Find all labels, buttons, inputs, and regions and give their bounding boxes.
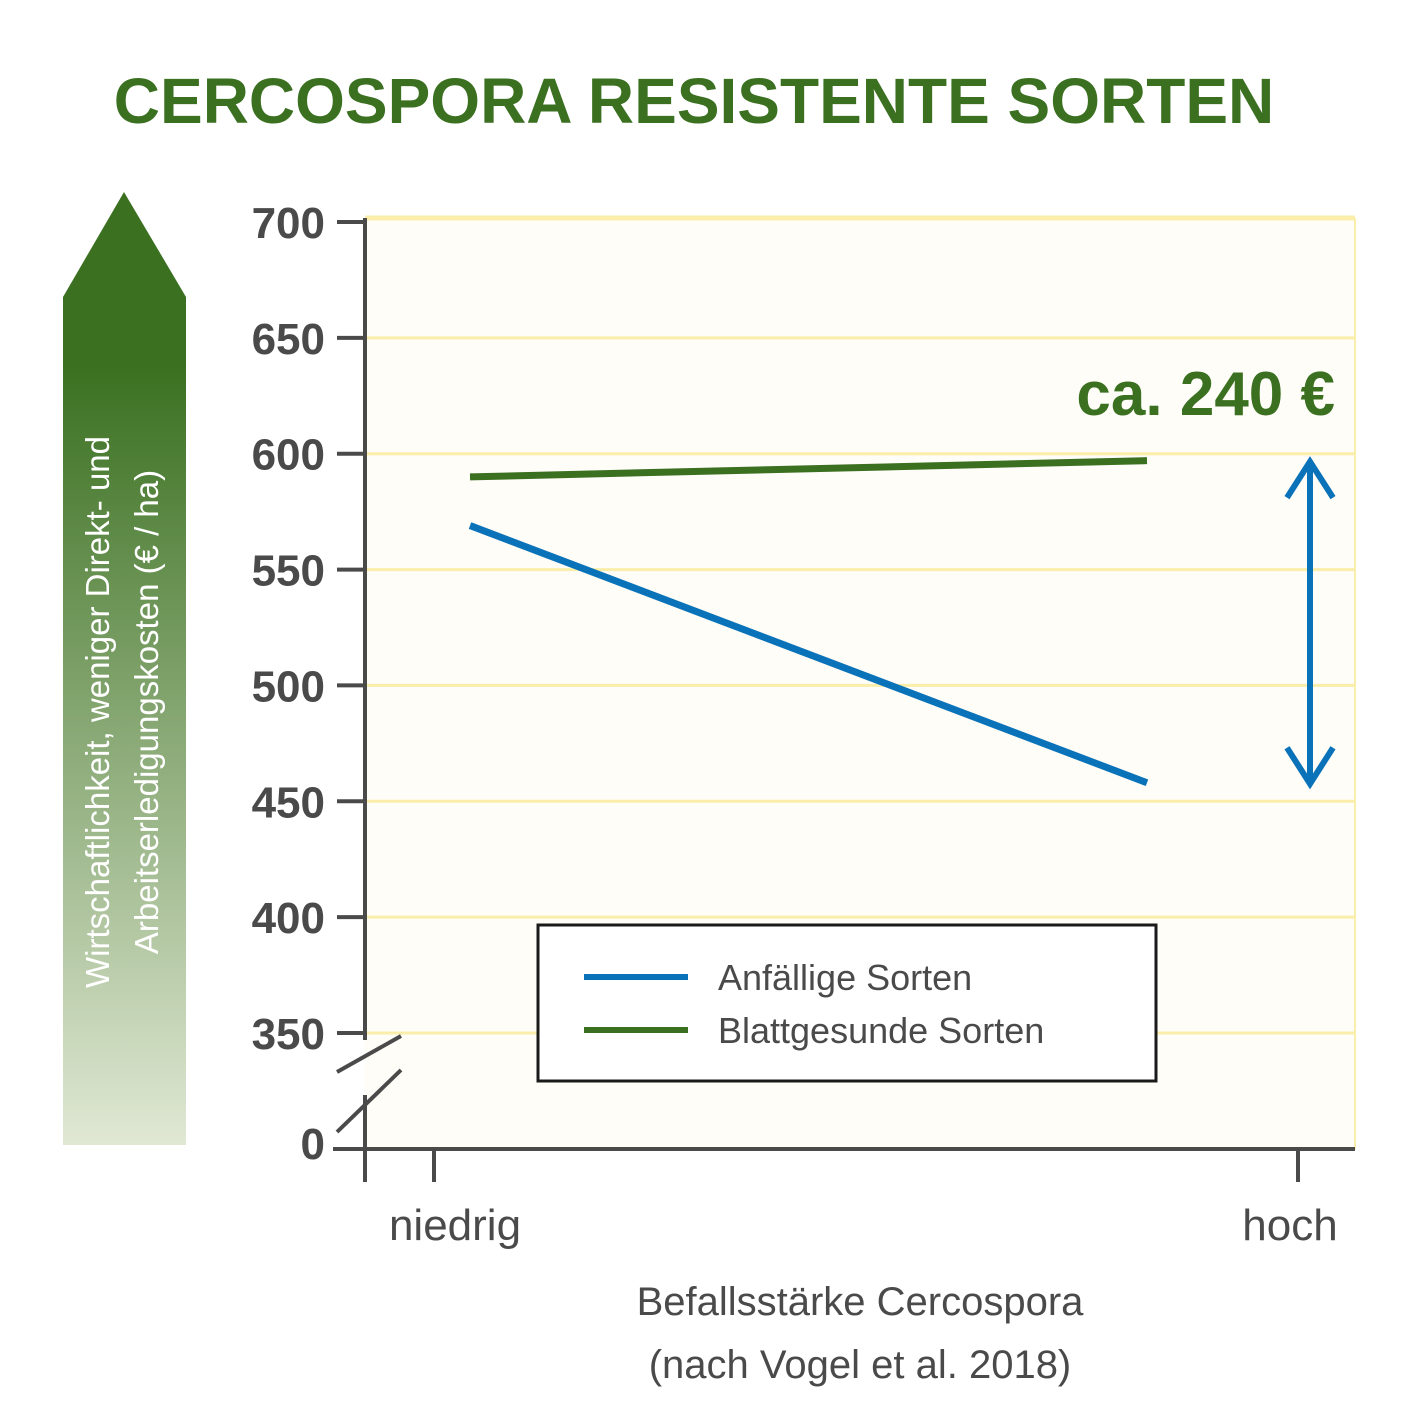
y-tick-label-400: 400 <box>252 894 325 943</box>
legend-box <box>536 923 1158 1083</box>
y-tick-label-500: 500 <box>252 662 325 711</box>
y-tick-label-650: 650 <box>252 315 325 364</box>
axis-break-mark-1 <box>336 1034 402 1074</box>
y-tick-label-450: 450 <box>252 778 325 827</box>
legend-label-blattgesunde: Blattgesunde Sorten <box>718 1010 1044 1051</box>
axis-break-mark-2 <box>335 1068 403 1134</box>
chart-title: CERCOSPORA RESISTENTE SORTEN <box>114 65 1274 137</box>
y-tick-label-600: 600 <box>252 431 325 480</box>
difference-arrow-head-up <box>1284 456 1336 500</box>
x-tick-label-niedrig: niedrig <box>389 1201 521 1250</box>
y-axis-label-line-2: Arbeitserledigungskosten (€ / ha) <box>128 470 165 954</box>
difference-annotation-label: ca. 240 € <box>1076 360 1335 429</box>
y-tick-label-350: 350 <box>252 1010 325 1059</box>
difference-arrow-head-down <box>1284 746 1336 790</box>
y-axis-arrow <box>63 192 186 1145</box>
y-axis-label-line-1: Wirtschaftlichkeit, weniger Direkt- und <box>79 436 116 988</box>
series-lines <box>468 457 1149 787</box>
x-axis-label-line-1: Befallsstärke Cercospora <box>637 1280 1085 1324</box>
y-axis-ticks: 700 650 600 550 500 450 400 350 0 <box>252 199 365 1169</box>
y-tick-label-700: 700 <box>252 199 325 248</box>
series-line-blattgesunde <box>469 457 1148 481</box>
y-tick-label-550: 550 <box>252 547 325 596</box>
legend-label-anfaellige: Anfällige Sorten <box>718 957 972 998</box>
series-line-anfaellige <box>468 522 1149 787</box>
x-axis-label-line-2: (nach Vogel et al. 2018) <box>649 1343 1072 1387</box>
x-tick-label-hoch: hoch <box>1242 1201 1337 1250</box>
difference-arrow <box>1284 456 1336 790</box>
y-tick-label-0: 0 <box>301 1120 325 1169</box>
